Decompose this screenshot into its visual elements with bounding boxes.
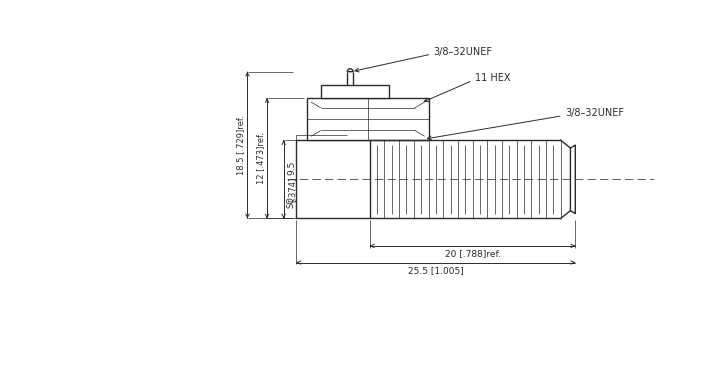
- Wedge shape: [347, 69, 353, 72]
- Text: [.374]: [.374]: [287, 176, 296, 202]
- Bar: [297, 140, 370, 219]
- Bar: [321, 85, 390, 98]
- Text: 9.5: 9.5: [287, 160, 296, 175]
- Text: 18.5 [.729]ref.: 18.5 [.729]ref.: [236, 115, 245, 175]
- Text: 11 HEX: 11 HEX: [475, 73, 511, 83]
- Text: SQ.: SQ.: [287, 194, 296, 208]
- Text: 3/8–32UNEF: 3/8–32UNEF: [565, 108, 624, 118]
- Text: 20 [.788]ref.: 20 [.788]ref.: [444, 249, 500, 258]
- Bar: [307, 98, 428, 140]
- Text: 12 [.473]ref.: 12 [.473]ref.: [256, 132, 265, 184]
- Text: 25.5 [1.005]: 25.5 [1.005]: [408, 266, 464, 275]
- Text: 3/8–32UNEF: 3/8–32UNEF: [433, 47, 492, 57]
